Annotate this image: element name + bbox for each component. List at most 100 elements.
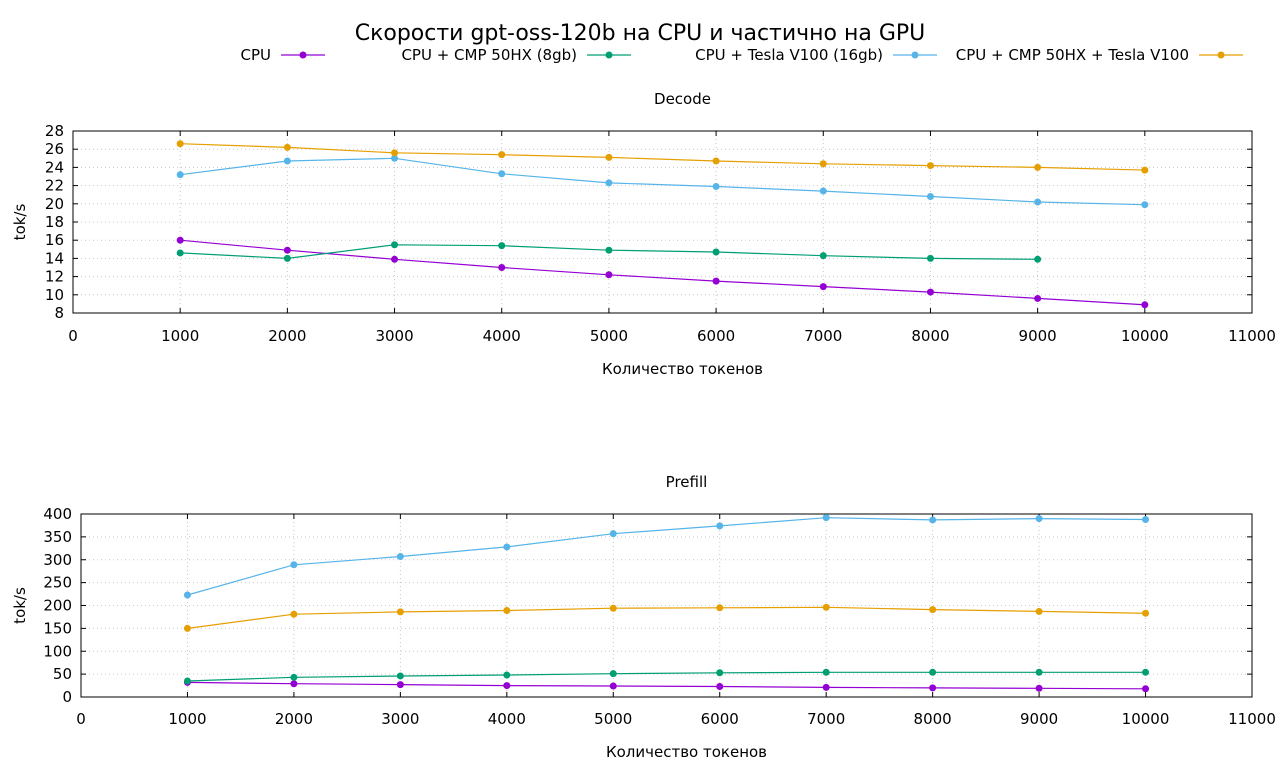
y-tick-label: 350 — [43, 528, 72, 546]
x-tick-label: 5000 — [594, 710, 632, 728]
series-cpu-cmp-50hx-tesla-v100 — [183, 603, 1150, 632]
legend-swatch-marker — [911, 51, 919, 59]
data-point — [605, 153, 613, 161]
x-tick-label: 6000 — [697, 327, 735, 345]
data-point — [1034, 163, 1042, 171]
data-point — [929, 516, 937, 524]
x-tick-label: 3000 — [375, 327, 413, 345]
data-point — [283, 254, 291, 262]
y-tick-label: 400 — [43, 505, 72, 523]
legend-label: CPU + CMP 50HX + Tesla V100 — [956, 46, 1189, 64]
data-point — [609, 670, 617, 678]
series-cpu-cmp-50hx-8gb — [183, 668, 1150, 685]
series-cpu — [176, 236, 1149, 309]
data-point — [183, 591, 191, 599]
x-tick-label: 4000 — [483, 327, 521, 345]
data-point — [1034, 255, 1042, 263]
data-point — [1035, 684, 1043, 692]
y-tick-label: 22 — [45, 177, 64, 195]
y-tick-label: 200 — [43, 597, 72, 615]
y-tick-label: 20 — [45, 195, 64, 213]
data-point — [926, 254, 934, 262]
legend-swatch-marker — [1217, 51, 1225, 59]
x-tick-label: 11000 — [1228, 327, 1276, 345]
data-point — [396, 608, 404, 616]
data-point — [822, 514, 830, 522]
series-line — [180, 143, 1145, 171]
series-line — [187, 606, 1146, 629]
series-cpu-tesla-v100-16gb — [183, 514, 1150, 599]
data-point — [1142, 515, 1150, 523]
data-point — [290, 610, 298, 618]
data-point — [503, 543, 511, 551]
series-cpu-tesla-v100-16gb — [176, 154, 1149, 209]
series-line — [187, 671, 1146, 682]
y-tick-label: 24 — [45, 158, 64, 176]
legend-swatch-marker — [605, 51, 613, 59]
data-point — [822, 668, 830, 676]
data-point — [391, 154, 399, 162]
data-point — [290, 673, 298, 681]
data-point — [609, 604, 617, 612]
data-point — [391, 255, 399, 263]
data-point — [176, 236, 184, 244]
data-point — [926, 193, 934, 201]
legend-entry-cpu-cmp-50hx-8gb: CPU + CMP 50HX (8gb) — [401, 46, 631, 64]
data-point — [176, 140, 184, 148]
data-point — [1142, 609, 1150, 617]
x-tick-label: 11000 — [1228, 710, 1276, 728]
y-tick-label: 50 — [53, 665, 72, 683]
data-point — [1141, 301, 1149, 309]
series-line — [180, 157, 1145, 206]
x-tick-label: 3000 — [381, 710, 419, 728]
data-point — [605, 179, 613, 187]
data-point — [176, 171, 184, 179]
data-point — [396, 553, 404, 561]
legend-label: CPU — [241, 46, 272, 64]
y-tick-label: 100 — [43, 642, 72, 660]
data-point — [1034, 198, 1042, 206]
x-tick-label: 9000 — [1019, 327, 1057, 345]
y-tick-label: 18 — [45, 213, 64, 231]
data-point — [283, 143, 291, 151]
series-cpu — [183, 678, 1150, 693]
panel-title: Decode — [654, 90, 711, 108]
data-point — [503, 671, 511, 679]
y-tick-label: 28 — [45, 122, 64, 140]
data-point — [183, 624, 191, 632]
x-tick-label: 8000 — [914, 710, 952, 728]
legend-entry-cpu-cmp-50hx-tesla-v100: CPU + CMP 50HX + Tesla V100 — [956, 46, 1243, 64]
x-tick-label: 7000 — [804, 327, 842, 345]
y-tick-label: 12 — [45, 268, 64, 286]
chart-title: Скорости gpt-oss-120b на CPU и частично … — [355, 21, 926, 46]
plot-frame — [80, 513, 1253, 698]
decode-panel: Decode 0 1000 2000 3000 4000 5000 6000 7000 8000 9… — [11, 90, 1276, 378]
data-point — [183, 677, 191, 685]
data-point — [609, 530, 617, 538]
data-point — [498, 264, 506, 271]
data-point — [1035, 515, 1043, 523]
x-tick-label: 10000 — [1121, 327, 1169, 345]
y-tick-label: 16 — [45, 231, 64, 249]
y-tick-label: 0 — [62, 688, 72, 706]
series-line — [180, 239, 1145, 306]
x-tick-label: 5000 — [590, 327, 628, 345]
series-line — [187, 681, 1146, 690]
data-point — [716, 682, 724, 690]
y-axis-label: tok/s — [11, 587, 29, 624]
data-point — [819, 160, 827, 168]
legend-swatch-marker — [299, 51, 307, 59]
y-tick-label: 150 — [43, 619, 72, 637]
panel-title: Prefill — [666, 473, 708, 491]
x-tick-label: 0 — [68, 327, 78, 345]
data-point — [822, 603, 830, 611]
x-tick-label: 2000 — [268, 327, 306, 345]
y-tick-label: 14 — [45, 249, 64, 267]
x-tick-label: 6000 — [701, 710, 739, 728]
series-cpu-cmp-50hx-tesla-v100 — [176, 140, 1149, 174]
y-tick-label: 26 — [45, 140, 64, 158]
y-tick-label: 10 — [45, 286, 64, 304]
data-point — [1142, 668, 1150, 676]
